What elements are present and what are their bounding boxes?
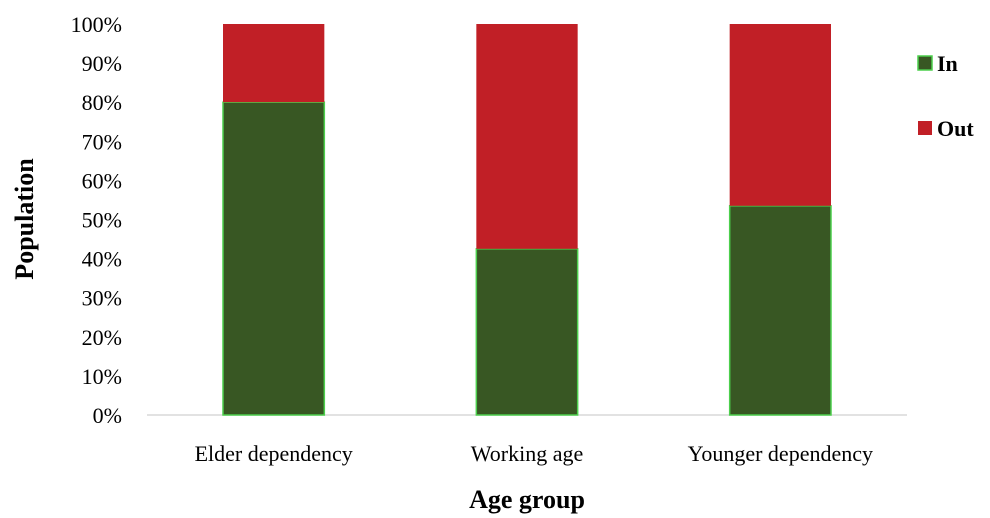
bar-out-elder-dependency bbox=[223, 24, 325, 103]
y-tick-label: 20% bbox=[82, 325, 122, 350]
y-tick-label: 70% bbox=[82, 129, 122, 154]
y-tick-label: 50% bbox=[82, 208, 122, 233]
bars bbox=[222, 24, 832, 416]
y-tick-label: 80% bbox=[82, 90, 122, 115]
x-axis-title: Age group bbox=[469, 485, 585, 514]
legend: In Out bbox=[917, 51, 974, 141]
y-tick-label: 30% bbox=[82, 286, 122, 311]
x-tick-label: Younger dependency bbox=[688, 441, 873, 466]
legend-swatch-out bbox=[918, 121, 932, 135]
y-tick-label: 100% bbox=[71, 12, 122, 37]
x-axis-ticks: Elder dependency Working age Younger depen… bbox=[195, 441, 873, 466]
legend-swatch-in bbox=[917, 55, 933, 71]
y-tick-label: 10% bbox=[82, 364, 122, 389]
bar-in-younger-dependency bbox=[728, 205, 832, 416]
y-axis-ticks: 0% 10% 20% 30% 40% 50% 60% 70% 80% 90% 100% bbox=[71, 12, 122, 428]
y-tick-label: 60% bbox=[82, 168, 122, 193]
legend-label-out: Out bbox=[937, 116, 974, 141]
legend-label-in: In bbox=[937, 51, 958, 76]
y-tick-label: 0% bbox=[93, 403, 122, 428]
y-tick-label: 40% bbox=[82, 247, 122, 272]
bar-in-working-age bbox=[475, 248, 579, 416]
y-axis-title: Population bbox=[10, 158, 39, 280]
bar-out-working-age bbox=[476, 24, 578, 249]
x-tick-label: Elder dependency bbox=[195, 441, 353, 466]
bar-in-elder-dependency bbox=[222, 101, 326, 416]
bar-out-younger-dependency bbox=[729, 24, 831, 206]
x-tick-label: Working age bbox=[471, 441, 583, 466]
y-tick-label: 90% bbox=[82, 51, 122, 76]
